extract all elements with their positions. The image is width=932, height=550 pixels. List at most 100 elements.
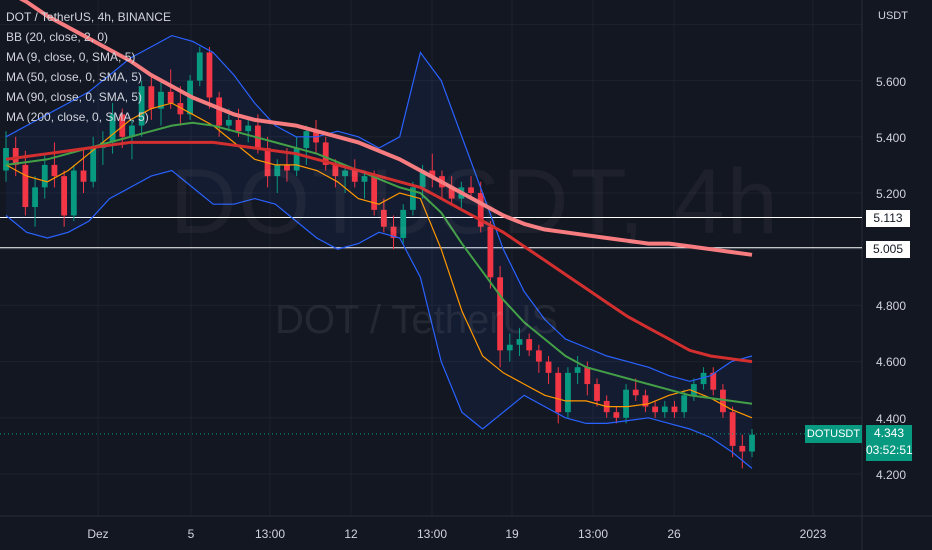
candle-body [216, 97, 223, 126]
candle-body [671, 406, 678, 413]
candle-body [477, 193, 484, 227]
candle-body [535, 350, 542, 362]
candle-body [245, 125, 252, 132]
price-tick: 4.600 [876, 355, 907, 369]
price-tick: 4.200 [876, 468, 907, 482]
candle [632, 378, 639, 401]
candle [516, 327, 523, 356]
candle-body [158, 91, 164, 109]
candle [545, 355, 552, 385]
candle [594, 378, 600, 407]
indicator-ma90[interactable]: MA (90, close, 0, SMA, 5) [6, 90, 143, 104]
ma50-line [5, 121, 753, 405]
candle-body [623, 389, 629, 418]
indicator-ma200[interactable]: MA (200, close, 0, SMA, 5) [6, 110, 149, 124]
current-price-badge: 4.343 03:52:51 [866, 425, 913, 461]
candle [293, 136, 300, 177]
candle [429, 153, 436, 188]
candle-body [61, 176, 68, 216]
candle-body [90, 148, 97, 182]
hline-label-upper[interactable]: 5.113 [866, 210, 910, 227]
price-tick: 5.600 [876, 75, 907, 89]
candles [3, 46, 755, 469]
candle-body [642, 395, 649, 407]
candle-body [487, 226, 494, 278]
candle [80, 148, 87, 193]
candle [671, 400, 678, 418]
time-tick: 13:00 [577, 527, 609, 541]
candle-body [32, 187, 38, 208]
candle [206, 46, 213, 109]
chart-legend: DOT / TetherUS, 4h, BINANCE BB (20, clos… [6, 7, 171, 127]
candle-body [448, 187, 455, 199]
candle [526, 333, 533, 356]
candle [264, 136, 271, 188]
candle [90, 136, 97, 188]
candle-body [342, 170, 348, 177]
candle-body [380, 209, 387, 227]
candle [361, 170, 368, 199]
indicator-bb[interactable]: BB (20, close, 2, 0) [6, 30, 109, 44]
candle-body [274, 164, 281, 177]
candle-body [497, 277, 504, 351]
candle [497, 266, 504, 368]
time-tick: 13:00 [416, 527, 448, 541]
candle [380, 198, 387, 233]
candle [61, 170, 68, 227]
candle [710, 367, 717, 396]
candle-body [322, 142, 329, 165]
candle [400, 204, 407, 244]
candle [167, 69, 174, 109]
candle-body [235, 119, 242, 132]
candle-body [720, 389, 726, 413]
time-tick: 5 [187, 527, 195, 541]
candle [148, 74, 155, 120]
candle [729, 406, 736, 458]
candle [322, 136, 329, 171]
hline-label-lower[interactable]: 5.005 [866, 241, 910, 258]
bb-upper-line [5, 34, 753, 382]
candle [129, 119, 135, 160]
candle-body [661, 406, 668, 413]
time-tick: 19 [505, 527, 519, 541]
candle-body [109, 114, 116, 143]
candle-body [652, 406, 659, 413]
moving-average-lines [5, 0, 753, 469]
candle [739, 434, 746, 469]
candle-body [129, 125, 135, 137]
current-symbol-badge: DOTUSDT [805, 425, 862, 443]
candle-body [138, 86, 145, 126]
time-tick: Dez [87, 527, 109, 541]
candle-body [429, 170, 436, 177]
indicator-ma50[interactable]: MA (50, close, 0, SMA, 5) [6, 70, 143, 84]
ma90-line [5, 140, 753, 364]
candle-body [284, 164, 290, 171]
candle-body [196, 52, 203, 81]
candle [32, 176, 38, 227]
candle-body [410, 187, 416, 210]
time-tick: 12 [344, 527, 358, 541]
candle [690, 378, 697, 401]
candle [158, 80, 164, 126]
price-tick: 4.400 [876, 412, 907, 426]
indicator-ma9[interactable]: MA (9, close, 0, SMA, 5) [6, 50, 136, 64]
candle [565, 367, 571, 418]
horizontal-lines [0, 216, 862, 249]
watermark-symbol: DOTUSDT, 4h [170, 150, 780, 255]
candle [351, 159, 358, 188]
candle-body [361, 176, 368, 182]
candle-body [584, 367, 591, 385]
candle-body [749, 434, 755, 452]
candle [390, 215, 397, 250]
chart-title[interactable]: DOT / TetherUS, 4h, BINANCE [6, 10, 171, 24]
candle [70, 164, 77, 222]
candle [303, 125, 310, 165]
candle-body [148, 86, 155, 109]
candle-body [167, 91, 174, 104]
ma200-line [18, 0, 753, 257]
candle [574, 355, 581, 385]
candle [720, 384, 726, 418]
candle-body [41, 164, 48, 188]
candle [216, 91, 223, 137]
